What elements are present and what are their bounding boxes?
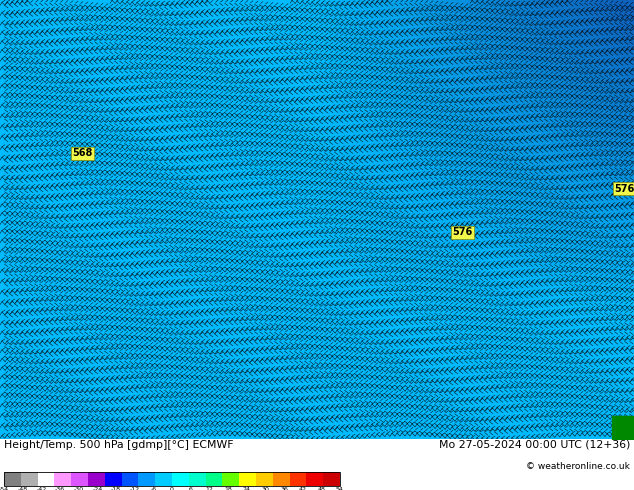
Bar	[37, 472, 55, 486]
Bar	[4, 472, 340, 486]
Text: 0: 0	[170, 487, 174, 490]
Bar	[88, 472, 105, 486]
Bar	[105, 472, 122, 486]
Text: -12: -12	[129, 487, 139, 490]
Text: 18: 18	[224, 487, 232, 490]
Bar	[323, 472, 340, 486]
Text: Height/Temp. 500 hPa [gdmp][°C] ECMWF: Height/Temp. 500 hPa [gdmp][°C] ECMWF	[4, 440, 233, 449]
Bar	[155, 472, 172, 486]
Bar	[4, 472, 21, 486]
Text: 6: 6	[189, 487, 193, 490]
Text: 24: 24	[243, 487, 250, 490]
Text: 36: 36	[280, 487, 288, 490]
Bar	[256, 472, 273, 486]
Bar	[239, 472, 256, 486]
Text: 30: 30	[261, 487, 269, 490]
Text: -6: -6	[150, 487, 157, 490]
Bar	[55, 472, 71, 486]
Text: 48: 48	[318, 487, 325, 490]
Bar	[273, 472, 290, 486]
Bar	[172, 472, 189, 486]
Bar	[306, 472, 323, 486]
Bar	[71, 472, 88, 486]
Bar	[21, 472, 37, 486]
Bar	[122, 472, 138, 486]
Text: -24: -24	[92, 487, 103, 490]
Text: Mo 27-05-2024 00:00 UTC (12+36): Mo 27-05-2024 00:00 UTC (12+36)	[439, 440, 630, 449]
Polygon shape	[612, 416, 634, 439]
Text: -48: -48	[18, 487, 28, 490]
Text: 12: 12	[205, 487, 213, 490]
Bar	[138, 472, 155, 486]
Text: 568: 568	[72, 148, 93, 158]
Bar	[189, 472, 205, 486]
Text: -42: -42	[36, 487, 46, 490]
Text: -36: -36	[55, 487, 65, 490]
Text: 42: 42	[299, 487, 307, 490]
Text: 54: 54	[336, 487, 344, 490]
Text: © weatheronline.co.uk: © weatheronline.co.uk	[526, 462, 630, 471]
Bar	[223, 472, 239, 486]
Text: 576: 576	[453, 227, 473, 238]
Bar	[290, 472, 306, 486]
Text: 576: 576	[614, 184, 634, 194]
Text: -54: -54	[0, 487, 9, 490]
Bar	[205, 472, 223, 486]
Text: -18: -18	[111, 487, 121, 490]
Text: -30: -30	[74, 487, 84, 490]
